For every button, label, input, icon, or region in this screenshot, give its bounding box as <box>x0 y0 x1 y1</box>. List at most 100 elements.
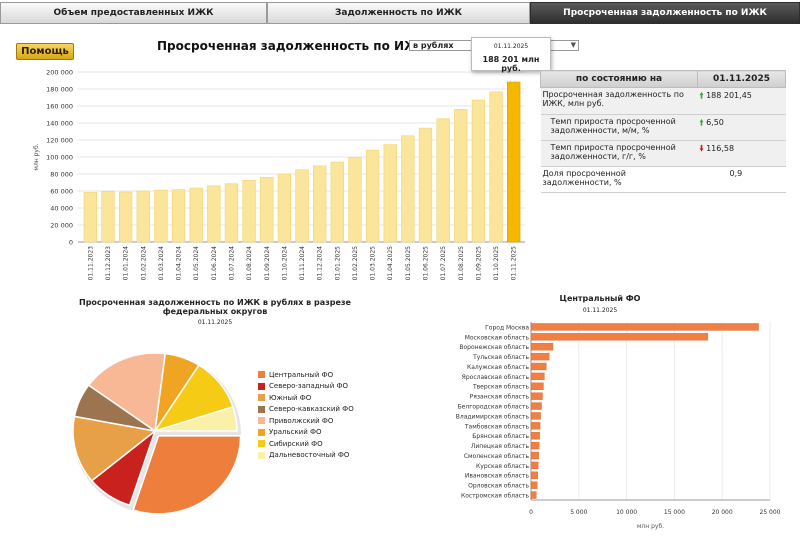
row-value: 116,58 <box>706 144 735 153</box>
y-tick-label: 20 000 <box>50 222 73 230</box>
bar <box>530 352 550 361</box>
arrow-down-icon: 🠛 <box>699 144 704 153</box>
legend-item: Северо-кавказский ФО <box>258 404 354 416</box>
pie-slice <box>87 352 167 433</box>
y-tick-label: 120 000 <box>46 137 73 145</box>
x-tick-label: 01.07.2025 <box>440 246 447 281</box>
row-value: 0,9 <box>729 169 743 178</box>
legend-label: Сибирский ФО <box>269 439 323 448</box>
bar <box>207 185 221 243</box>
y-axis-label: млн руб. <box>33 143 40 170</box>
bar <box>530 392 543 400</box>
row-value: 188 201,45 <box>706 91 752 100</box>
bar <box>365 149 380 243</box>
overdue-debt-bar-chart: 0 20 000 40 000 60 000 80 000 100 000 120 000 1… <box>33 69 525 281</box>
y-tick-label: Город Москва <box>485 324 529 331</box>
bar <box>530 432 540 440</box>
bar <box>260 177 274 243</box>
x-tick-label: 20 000 <box>712 509 733 516</box>
pie-chart-date: 01.11.2025 <box>197 319 233 326</box>
bar <box>530 461 539 470</box>
bar <box>489 91 503 243</box>
x-tick-label: 01.09.2025 <box>475 246 482 281</box>
pie-slice <box>72 415 157 482</box>
bar <box>454 109 468 243</box>
bar <box>530 343 554 351</box>
bar <box>171 189 186 243</box>
pie-slice <box>132 435 242 515</box>
table-row: Просроченная задолженность по ИЖК, млн р… <box>540 87 786 115</box>
legend-label: Дальневосточный ФО <box>269 451 350 460</box>
bar <box>530 422 541 430</box>
y-tick-label: Курская область <box>476 463 529 470</box>
help-button[interactable]: Помощь <box>16 43 74 60</box>
x-tick-label: 01.03.2024 <box>158 246 165 281</box>
bar <box>118 191 133 243</box>
x-tick-label: 01.06.2025 <box>423 246 430 281</box>
legend-label: Северо-западный ФО <box>269 382 349 391</box>
row-label: Темп прироста просроченной задолженности… <box>540 140 698 167</box>
bar <box>530 323 759 331</box>
x-tick-label: 01.10.2025 <box>493 246 500 281</box>
x-tick-label: 01.11.2023 <box>87 246 94 281</box>
table-row: Доля просроченной задолженности, % 0,9 <box>540 166 786 193</box>
tooltip-date: 01.11.2025 <box>493 43 529 50</box>
row-value: 6,50 <box>706 118 724 127</box>
bar <box>348 157 362 243</box>
row-value-cell: 🠙 188 201,45 <box>697 87 786 115</box>
x-tick-label: 10 000 <box>616 509 637 516</box>
bar <box>242 180 256 243</box>
y-tick-label: Владимирская область <box>456 413 530 420</box>
y-tick-label: 80 000 <box>50 171 73 179</box>
y-tick-label: 60 000 <box>50 188 73 196</box>
row-label: Просроченная задолженность по ИЖК, млн р… <box>540 87 698 115</box>
legend-swatch <box>258 371 265 379</box>
y-tick-label: Московская область <box>465 334 530 341</box>
chevron-down-icon: ▼ <box>570 41 576 49</box>
pie-legend: Центральный ФО Северо-западный ФО Южный ФО… <box>258 369 354 461</box>
row-value-cell: 🠙 6,50 <box>697 114 786 141</box>
x-tick-label: 01.08.2024 <box>246 246 253 281</box>
x-tick-label: 01.05.2025 <box>405 246 412 281</box>
tab-overdue-debt[interactable]: Просроченная задолженность по ИЖК <box>530 2 800 24</box>
bar <box>330 161 344 243</box>
legend-item: Уральский ФО <box>258 427 354 439</box>
x-tick-label: 01.02.2025 <box>352 246 359 281</box>
bar <box>295 169 309 243</box>
y-tick-label: Воронежская область <box>459 344 529 351</box>
tab-debt[interactable]: Задолженность по ИЖК <box>267 2 530 24</box>
y-tick-label: 0 <box>69 239 73 247</box>
unit-select-value: в рублях <box>413 41 454 50</box>
bar <box>530 412 541 420</box>
bar <box>224 183 239 243</box>
x-axis-label: млн руб. <box>637 523 664 530</box>
region-chart-date: 01.11.2025 <box>582 307 618 314</box>
x-tick-label: 01.08.2025 <box>458 246 465 281</box>
legend-item: Сибирский ФО <box>258 438 354 450</box>
y-tick-label: Орловская область <box>468 483 529 490</box>
bar <box>530 491 537 499</box>
bar <box>383 144 397 243</box>
x-tick-label: 25 000 <box>760 509 781 516</box>
tab-volume-issued[interactable]: Объем предоставленных ИЖК <box>0 2 267 24</box>
y-tick-label: Костромская область <box>461 493 530 500</box>
bar <box>154 189 168 243</box>
legend-label: Приволжский ФО <box>269 416 334 425</box>
arrow-up-icon: 🠙 <box>699 91 704 100</box>
y-tick-label: 180 000 <box>46 86 73 94</box>
legend-label: Уральский ФО <box>269 428 322 437</box>
x-tick-label: 01.12.2023 <box>105 246 112 281</box>
y-tick-label: 140 000 <box>46 120 73 128</box>
chart-tooltip: 01.11.2025 188 201 млн руб. <box>471 37 551 73</box>
bar <box>507 81 521 243</box>
legend-swatch <box>258 382 265 390</box>
y-tick-label: Тульская область <box>472 354 529 361</box>
bar <box>436 118 450 243</box>
legend-swatch <box>258 405 265 413</box>
x-tick-label: 01.01.2025 <box>334 246 341 281</box>
tooltip-value: 188 201 млн руб. <box>482 55 540 73</box>
y-tick-label: 40 000 <box>50 205 73 213</box>
x-tick-label: 01.06.2024 <box>211 246 218 281</box>
y-tick-label: Белгородская область <box>458 404 530 411</box>
legend-swatch <box>258 417 265 425</box>
